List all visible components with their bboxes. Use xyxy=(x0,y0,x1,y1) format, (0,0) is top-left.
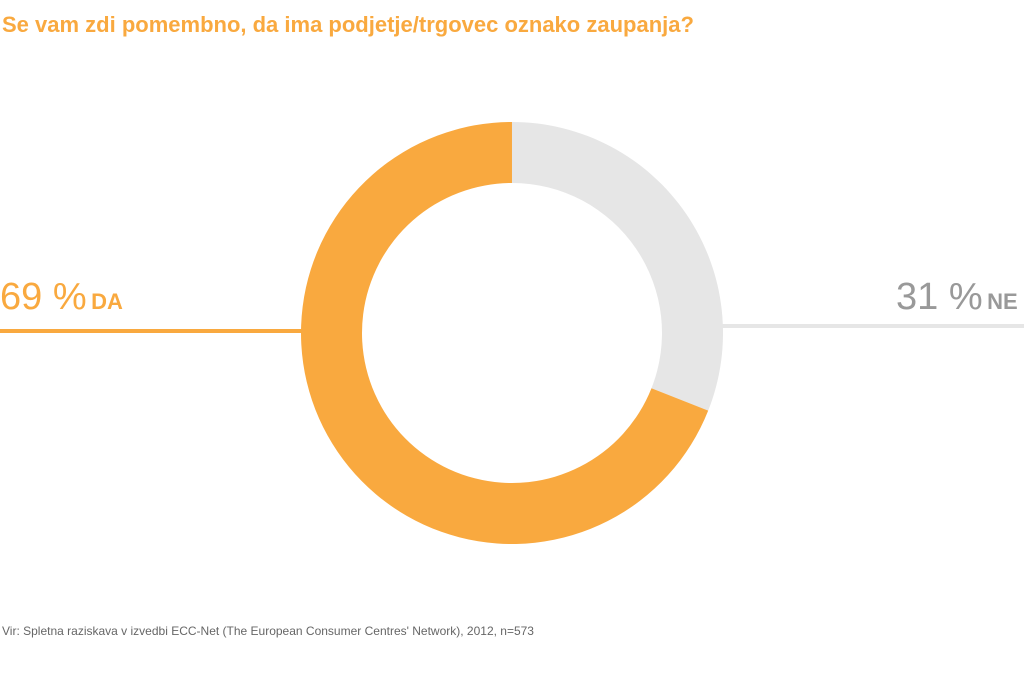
slice-percent-ne: 31 % xyxy=(896,276,983,318)
slice-percent-da: 69 % xyxy=(0,276,87,318)
chart-title: Se vam zdi pomembno, da ima podjetje/trg… xyxy=(2,12,694,37)
slice-da xyxy=(301,122,709,544)
slice-category-ne: NE xyxy=(987,289,1018,314)
source-note: Vir: Spletna raziskava v izvedbi ECC-Net… xyxy=(2,624,534,638)
slice-ne xyxy=(512,122,724,411)
slice-category-da: DA xyxy=(91,289,123,314)
slice-label-ne: 31 % NE xyxy=(896,276,1018,319)
slice-label-da: 69 % DA xyxy=(0,276,123,319)
